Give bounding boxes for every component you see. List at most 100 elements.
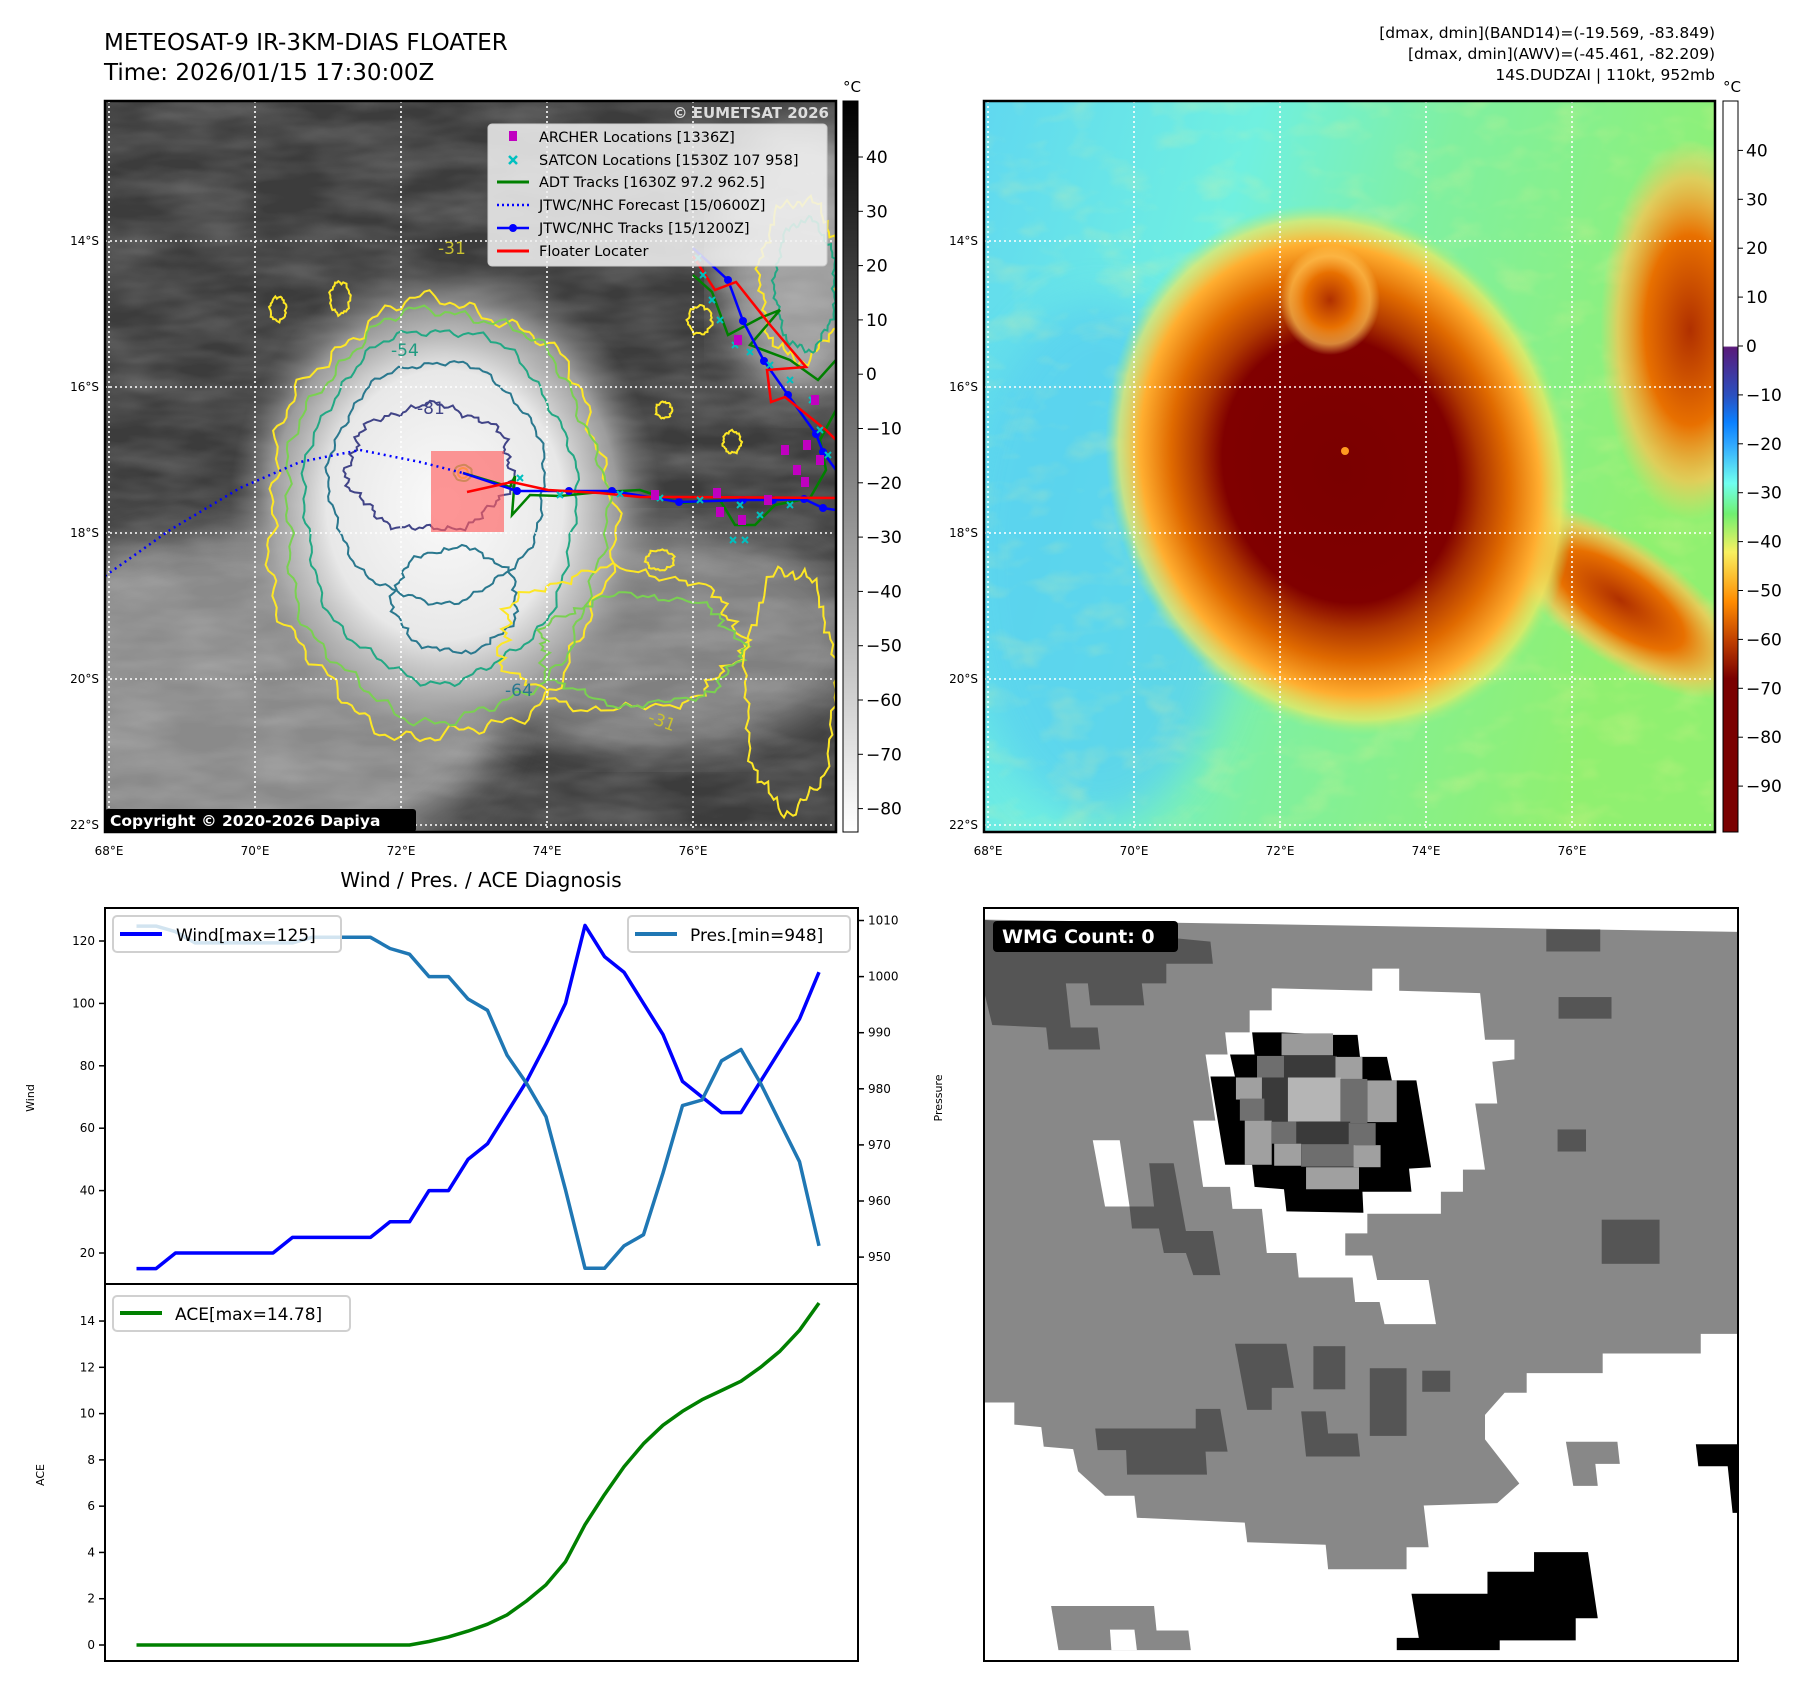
- contour-label: -64: [505, 681, 533, 701]
- temperature-contour: [685, 303, 714, 336]
- wmg-badge: [993, 921, 1178, 952]
- colorbar-tick-label: −50: [866, 637, 902, 657]
- pressure-tick-label: 960: [868, 1194, 891, 1208]
- archer-marker: [803, 440, 811, 450]
- contour-label: -31: [438, 239, 466, 259]
- wmg-panel[interactable]: WMG Count: 0: [980, 900, 1745, 1665]
- awv-colorbar: °C 40 30 20 10 0 −10 −20 −30 −40 −50 −60 −70 −80 −90: [1722, 78, 1782, 833]
- colorbar-tick-label: 40: [866, 148, 888, 168]
- temperature-contour: [535, 591, 752, 710]
- copyright-text: Copyright © 2020-2026 Dapiya: [110, 812, 380, 830]
- wind-tick-label: 100: [72, 996, 95, 1010]
- eumetsat-watermark: © EUMETSAT 2026: [672, 104, 829, 122]
- pressure-legend-label: Pres.[min=948]: [690, 926, 823, 946]
- satcon-marker: [816, 426, 824, 434]
- colorbar-tick-label: 0: [1746, 337, 1757, 357]
- best-track-point: [675, 498, 683, 506]
- storm-info: 14S.DUDZAI | 110kt, 952mb: [1495, 66, 1715, 84]
- ace-legend: ACE[max=14.78]: [112, 1295, 351, 1332]
- best-track-point: [819, 448, 827, 456]
- convection-region: [1600, 140, 1715, 520]
- temperature-contour: [654, 400, 674, 420]
- ace-tick-label: 10: [80, 1407, 95, 1421]
- ace-axes: [104, 1283, 859, 1662]
- copyright-badge: [105, 809, 416, 832]
- tracks-dot-icon: [509, 224, 517, 232]
- best-track-point: [513, 487, 521, 495]
- best-track-point: [819, 504, 827, 512]
- storm-eye: [1341, 447, 1349, 455]
- colorbar-tick-label: −90: [1746, 777, 1782, 797]
- floater-track-line: [466, 480, 836, 500]
- forecast-track-line: [105, 448, 464, 578]
- archer-marker: [713, 488, 721, 498]
- colorbar-tick-label: −30: [1746, 484, 1782, 504]
- map-legend: ARCHER Locations [1336Z] SATCON Location…: [487, 123, 828, 267]
- satcon-marker: [516, 474, 524, 482]
- satcon-marker: [556, 491, 564, 499]
- satcon-marker: [786, 376, 794, 384]
- awv-range: [dmax, dmin](AWV)=(-45.461, -82.209): [1408, 45, 1715, 63]
- archer-marker: [651, 490, 659, 500]
- colorbar-tick-label: 0: [866, 365, 877, 385]
- satcon-marker: [824, 451, 832, 459]
- band14-range: [dmax, dmin](BAND14)=(-19.569, -83.849): [1379, 24, 1715, 42]
- legend-floater: Floater Locater: [539, 244, 648, 260]
- satcon-marker: [736, 501, 744, 509]
- awv-colorbar-unit: °C: [1723, 78, 1741, 96]
- contour-label: -81: [417, 399, 445, 419]
- satcon-marker: [708, 296, 716, 304]
- ir-map[interactable]: -54 -81 -64 -31 -31 © EUMETSAT 2026 ARCH…: [0, 99, 880, 870]
- pressure-tick-label: 1010: [868, 914, 899, 928]
- best-track-point: [724, 276, 732, 284]
- contours: [264, 194, 836, 820]
- awv-gridlines: [984, 101, 1715, 832]
- colorbar-tick-label: −40: [1746, 533, 1782, 553]
- wind-pressure-chart[interactable]: 20 40 60 80 100 120 950 960 970 980 990 1000 1010 Wi…: [24, 907, 945, 1285]
- awv-map[interactable]: 68°E 14°S 70°E 16°S 72°E 18°S 74°E 20°S 76°E 22°S: [949, 99, 1780, 858]
- colorbar-tick-label: −10: [866, 420, 902, 440]
- colorbar-tick-label: 40: [1746, 141, 1768, 161]
- lon-label: 74°E: [533, 844, 562, 858]
- storm-core: [1104, 204, 1576, 736]
- temperature-contour: [324, 360, 546, 606]
- wind-legend: Wind[max=125]: [112, 915, 342, 953]
- colorbar-tick-label: 10: [1746, 288, 1768, 308]
- temperature-contour: [328, 279, 352, 318]
- best-track-line: [462, 471, 836, 512]
- ir-map-frame: [103, 99, 838, 834]
- wind-tick-label: 60: [80, 1121, 95, 1135]
- temperature-contour: [264, 289, 623, 743]
- awv-axis-labels: 68°E 14°S 70°E 16°S 72°E 18°S 74°E 20°S 76°E 22°S: [949, 234, 1586, 858]
- lat-label: 18°S: [949, 526, 978, 540]
- ir-axis-labels: 68°E 14°S 70°E 16°S 72°E 18°S 74°E 20°S 76°E 22°S: [70, 234, 707, 858]
- figure-timestamp: Time: 2026/01/15 17:30:00Z: [103, 60, 434, 86]
- satcon-marker-icon: [508, 155, 518, 165]
- temperature-contour: [721, 428, 744, 455]
- lat-label: 14°S: [949, 234, 978, 248]
- lat-label: 18°S: [70, 526, 99, 540]
- satcon-marker: [766, 361, 774, 369]
- lon-label: 76°E: [1558, 844, 1587, 858]
- lat-label: 16°S: [949, 380, 978, 394]
- legend-tracks: JTWC/NHC Tracks [15/1200Z]: [538, 221, 750, 237]
- colorbar-tick-label: −70: [866, 745, 902, 765]
- wind-tick-label: 40: [80, 1184, 95, 1198]
- colorbar-tick-label: 30: [1746, 190, 1768, 210]
- contour-label: -54: [391, 341, 419, 361]
- lon-label: 70°E: [241, 844, 270, 858]
- temperature-contour: [741, 565, 836, 820]
- wmg-image: [984, 908, 1738, 1661]
- ace-chart[interactable]: 0 2 4 6 8 10 12 14 ACE[max=14.78] ACE: [34, 1283, 859, 1662]
- best-track-point: [739, 317, 747, 325]
- ace-tick-label: 4: [87, 1545, 95, 1559]
- ace-tick-label: 8: [87, 1453, 95, 1467]
- satcon-marker: [716, 316, 724, 324]
- chart-title: Wind / Pres. / ACE Diagnosis: [340, 868, 621, 892]
- ace-tick-label: 14: [80, 1314, 95, 1328]
- archer-marker: [738, 515, 746, 525]
- lat-label: 16°S: [70, 380, 99, 394]
- wind-series-line: [136, 923, 821, 1271]
- adt-track-line: [692, 274, 836, 382]
